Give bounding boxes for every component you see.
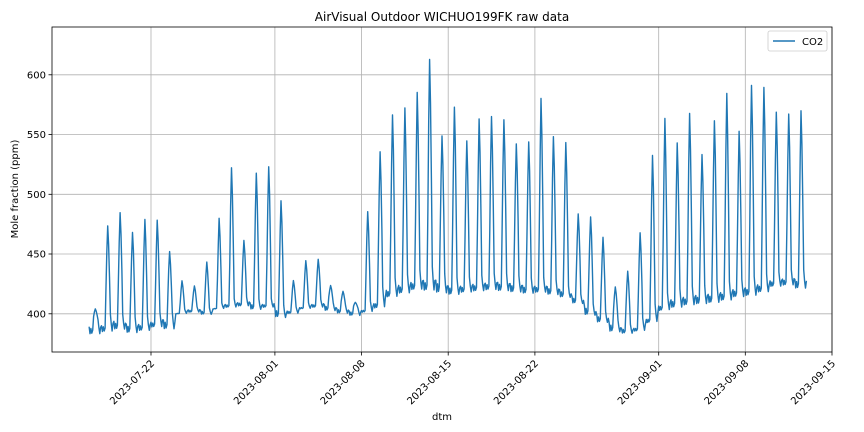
y-tick-label-450: 450 xyxy=(27,250,46,261)
y-tick-label-500: 500 xyxy=(27,190,46,201)
y-tick-label-600: 600 xyxy=(27,70,46,81)
chart-title: AirVisual Outdoor WICHUO199FK raw data xyxy=(315,10,569,24)
series-group xyxy=(88,58,808,335)
series-line-co2 xyxy=(88,58,808,335)
grid-lines xyxy=(52,27,833,352)
plot-frame xyxy=(51,26,833,353)
legend-box xyxy=(767,30,828,52)
y-tick-label-400: 400 xyxy=(27,309,46,320)
y-axis-label: Mole fraction (ppm) xyxy=(10,140,21,239)
plot-area xyxy=(52,27,832,352)
legend: CO2 xyxy=(767,30,828,52)
legend-label-co2: CO2 xyxy=(802,37,823,48)
x-axis-label: dtm xyxy=(432,412,452,423)
y-tick-label-550: 550 xyxy=(27,130,46,141)
y-axis-ticks: 400 450 500 550 600 xyxy=(27,70,52,320)
